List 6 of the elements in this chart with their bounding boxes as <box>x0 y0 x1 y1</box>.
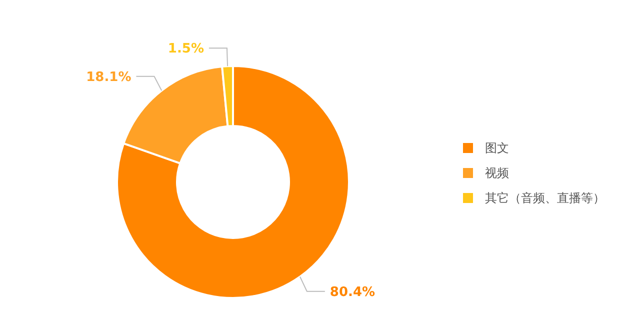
data-label: 18.1% <box>86 70 132 85</box>
data-label: 1.5% <box>168 42 204 57</box>
legend-label: 图文 <box>485 141 509 156</box>
legend-label: 其它（音频、直播等） <box>485 191 605 206</box>
legend-label: 视频 <box>485 166 509 180</box>
data-label: 80.4% <box>330 284 376 300</box>
